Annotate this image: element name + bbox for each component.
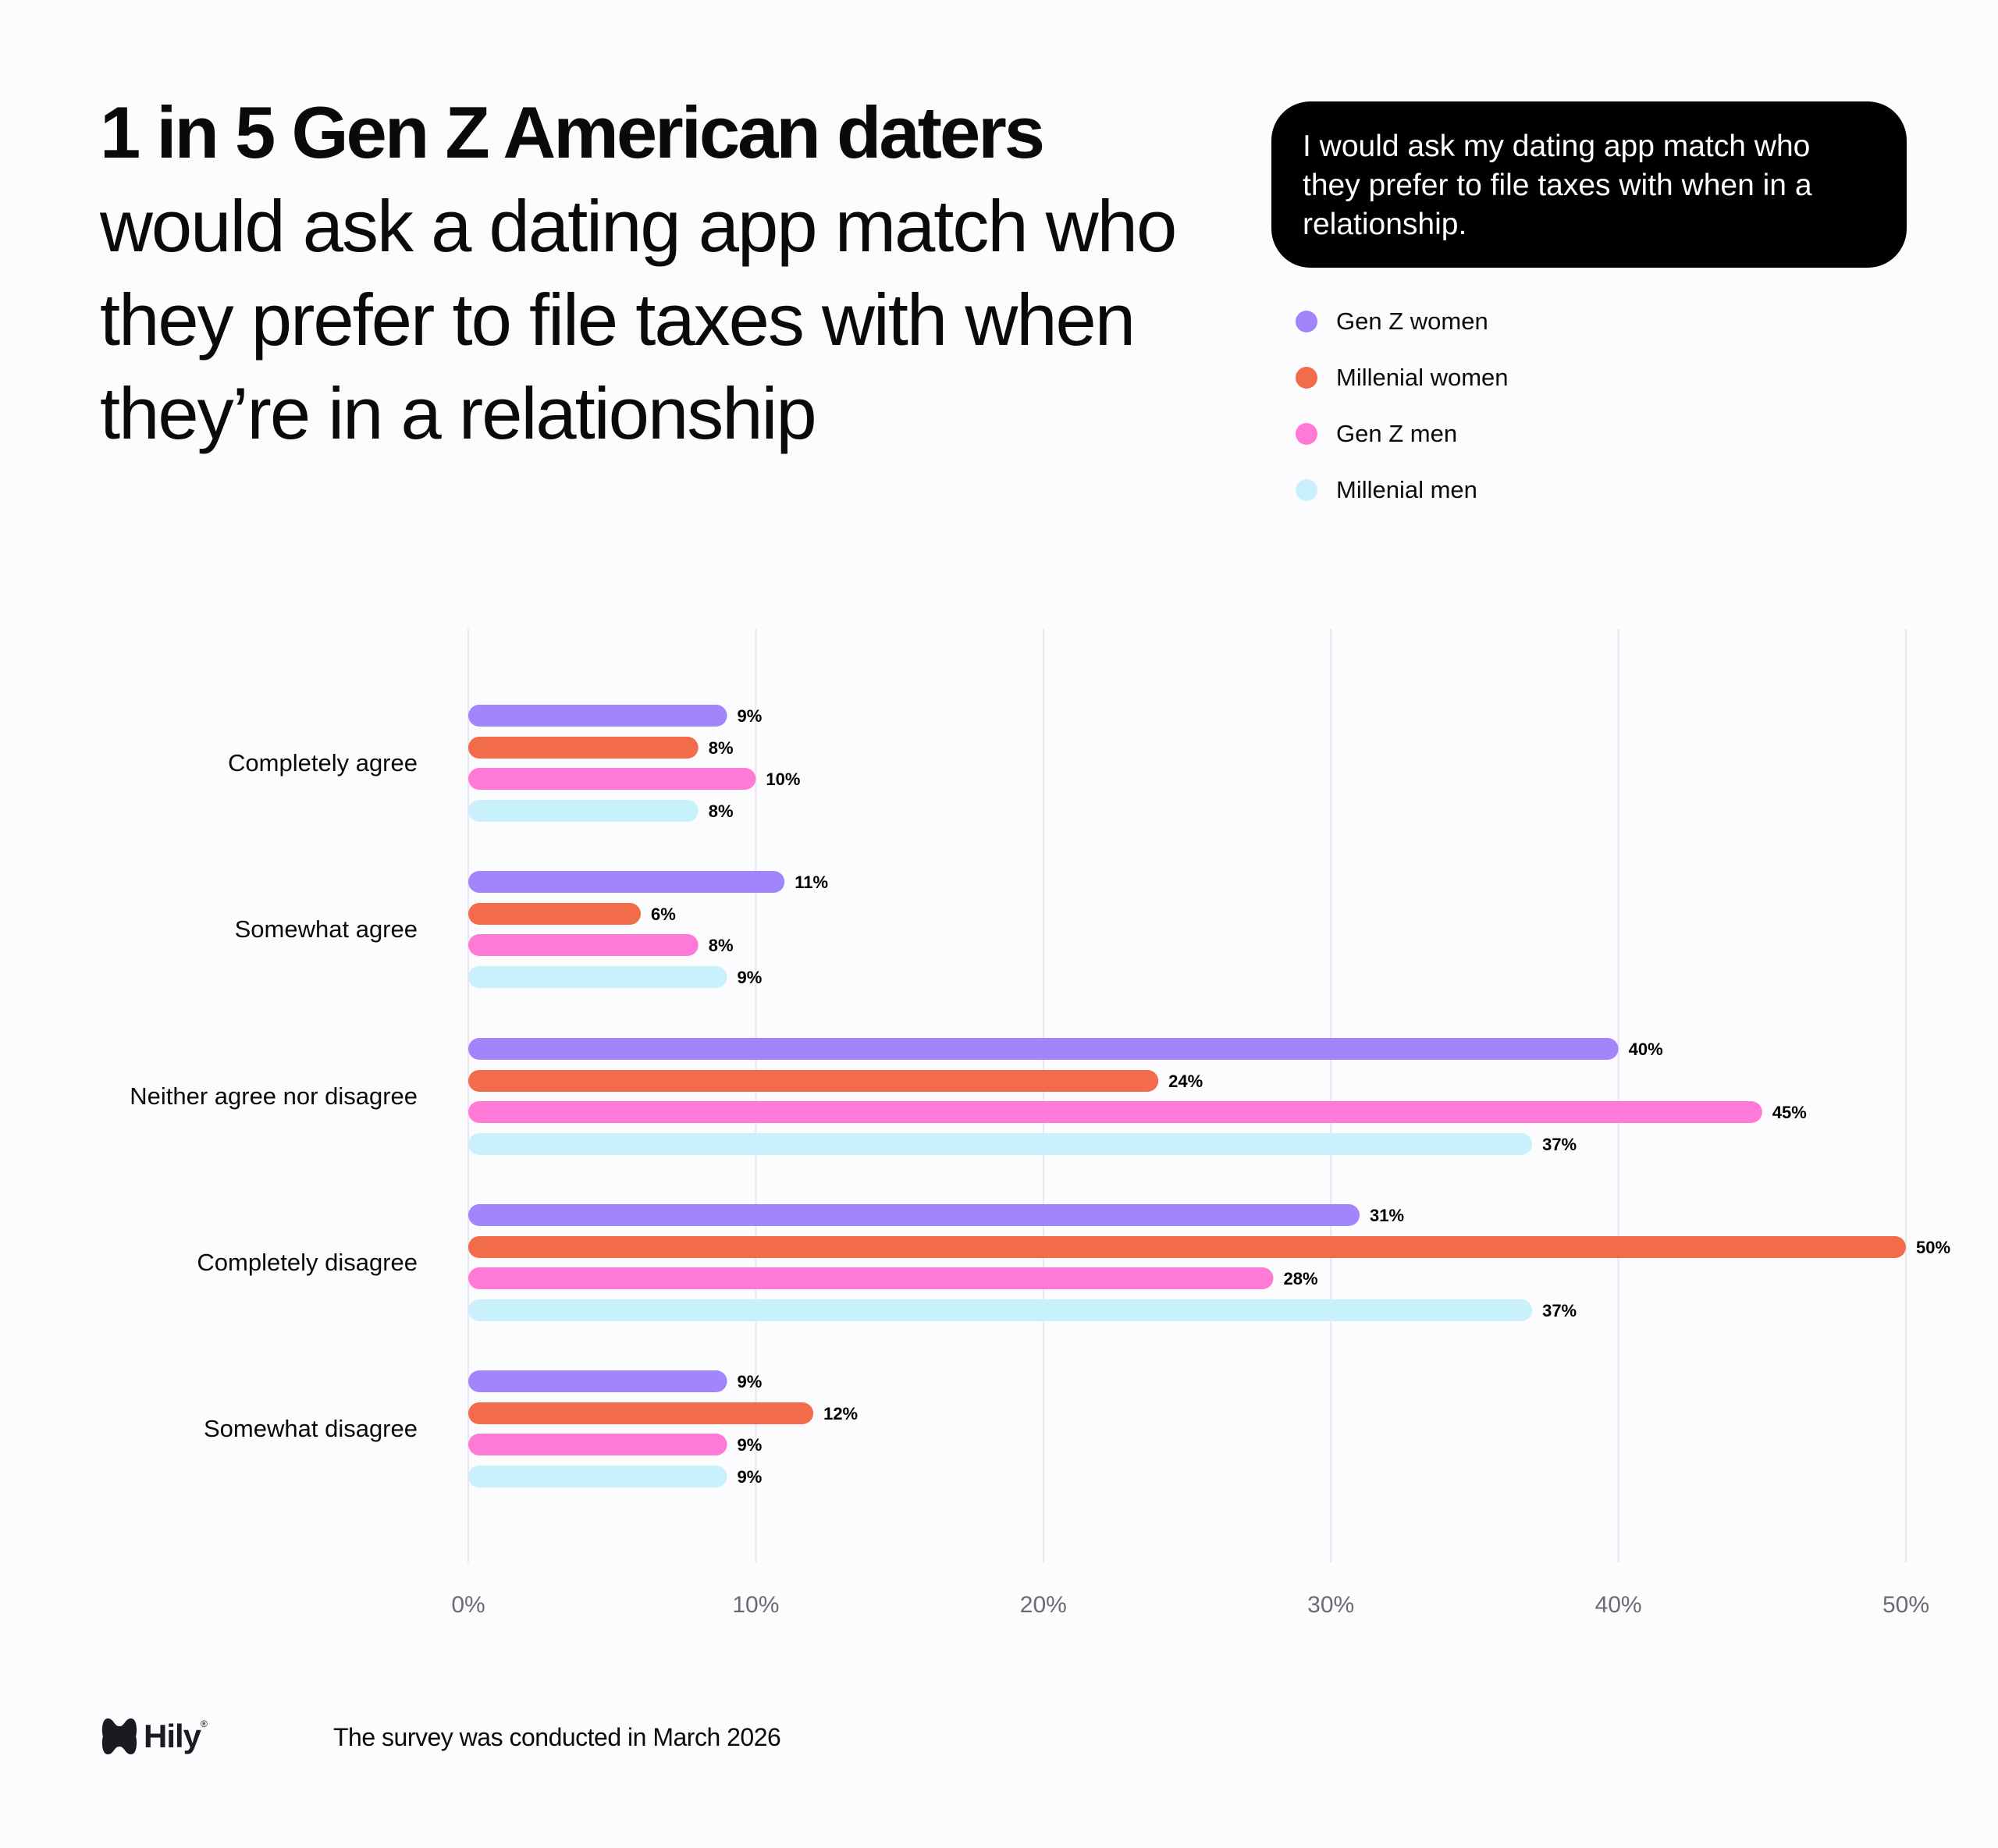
x-tick-label: 10% [732,1592,779,1618]
bar [468,1434,727,1455]
legend-dot-icon [1296,311,1317,332]
headline-bold: 1 in 5 Gen Z American daters [100,91,1045,173]
data-label: 37% [1542,1135,1577,1154]
data-label: 45% [1772,1103,1807,1122]
x-tick-label: 0% [451,1592,485,1618]
bar [468,1133,1533,1155]
data-label: 9% [738,1435,763,1455]
legend-label: Gen Z women [1336,307,1488,335]
question-box: I would ask my dating app match who they… [1271,101,1907,268]
hily-logo-text: Hily [144,1718,201,1754]
data-label: 24% [1168,1071,1203,1091]
legend-label: Millenial men [1336,476,1477,503]
legend-item: Gen Z women [1296,307,1488,336]
legend-label: Gen Z men [1336,420,1458,447]
category-label: Completely disagree [197,1249,418,1276]
bar [468,934,699,956]
category-label: Completely agree [228,749,418,777]
bar [468,768,756,790]
data-label: 37% [1542,1301,1577,1320]
data-label: 31% [1370,1206,1404,1225]
category-label: Somewhat disagree [204,1415,418,1442]
data-label: 10% [766,769,800,789]
headline-rest: would ask a dating app match who they pr… [100,185,1177,454]
bar [468,1299,1533,1321]
legend-item: Gen Z men [1296,420,1457,448]
data-label: 40% [1629,1040,1663,1059]
data-label: 8% [709,738,734,758]
x-tick-label: 40% [1595,1592,1642,1618]
hily-logo: Hily ® [100,1717,208,1756]
bar [468,1466,727,1487]
bar [468,1370,727,1392]
bar [468,1402,814,1424]
bar [468,871,785,893]
x-tick-label: 50% [1882,1592,1929,1618]
data-label: 50% [1916,1238,1950,1257]
bar [468,1236,1906,1258]
headline: 1 in 5 Gen Z American daters would ask a … [100,86,1177,460]
footer-note: The survey was conducted in March 2026 [333,1723,781,1751]
bar [468,1204,1360,1226]
bar [468,1038,1619,1060]
legend-item: Millenial women [1296,364,1509,392]
legend-label: Millenial women [1336,364,1509,391]
data-label: 9% [738,1372,763,1391]
x-tick-label: 20% [1020,1592,1067,1618]
data-label: 11% [795,872,828,892]
bar [468,1070,1159,1092]
data-label: 6% [651,904,676,924]
bar [468,705,727,727]
bar [468,1101,1762,1123]
data-label: 12% [823,1404,858,1423]
legend-dot-icon [1296,423,1317,445]
hily-logo-icon [101,1718,137,1754]
data-label: 9% [738,1467,763,1487]
category-label: Neither agree nor disagree [130,1082,418,1110]
bar [468,800,699,822]
legend-dot-icon [1296,479,1317,501]
legend-item: Millenial men [1296,476,1477,504]
legend-dot-icon [1296,367,1317,389]
bar [468,903,642,925]
data-label: 9% [738,968,763,987]
category-label: Somewhat agree [234,915,418,943]
bar [468,966,727,988]
bar [468,737,699,759]
data-label: 8% [709,936,734,955]
data-label: 9% [738,706,763,726]
bar [468,1267,1274,1289]
registered-mark: ® [201,1718,208,1729]
data-label: 8% [709,801,734,821]
data-label: 28% [1284,1269,1318,1288]
x-tick-label: 30% [1307,1592,1354,1618]
